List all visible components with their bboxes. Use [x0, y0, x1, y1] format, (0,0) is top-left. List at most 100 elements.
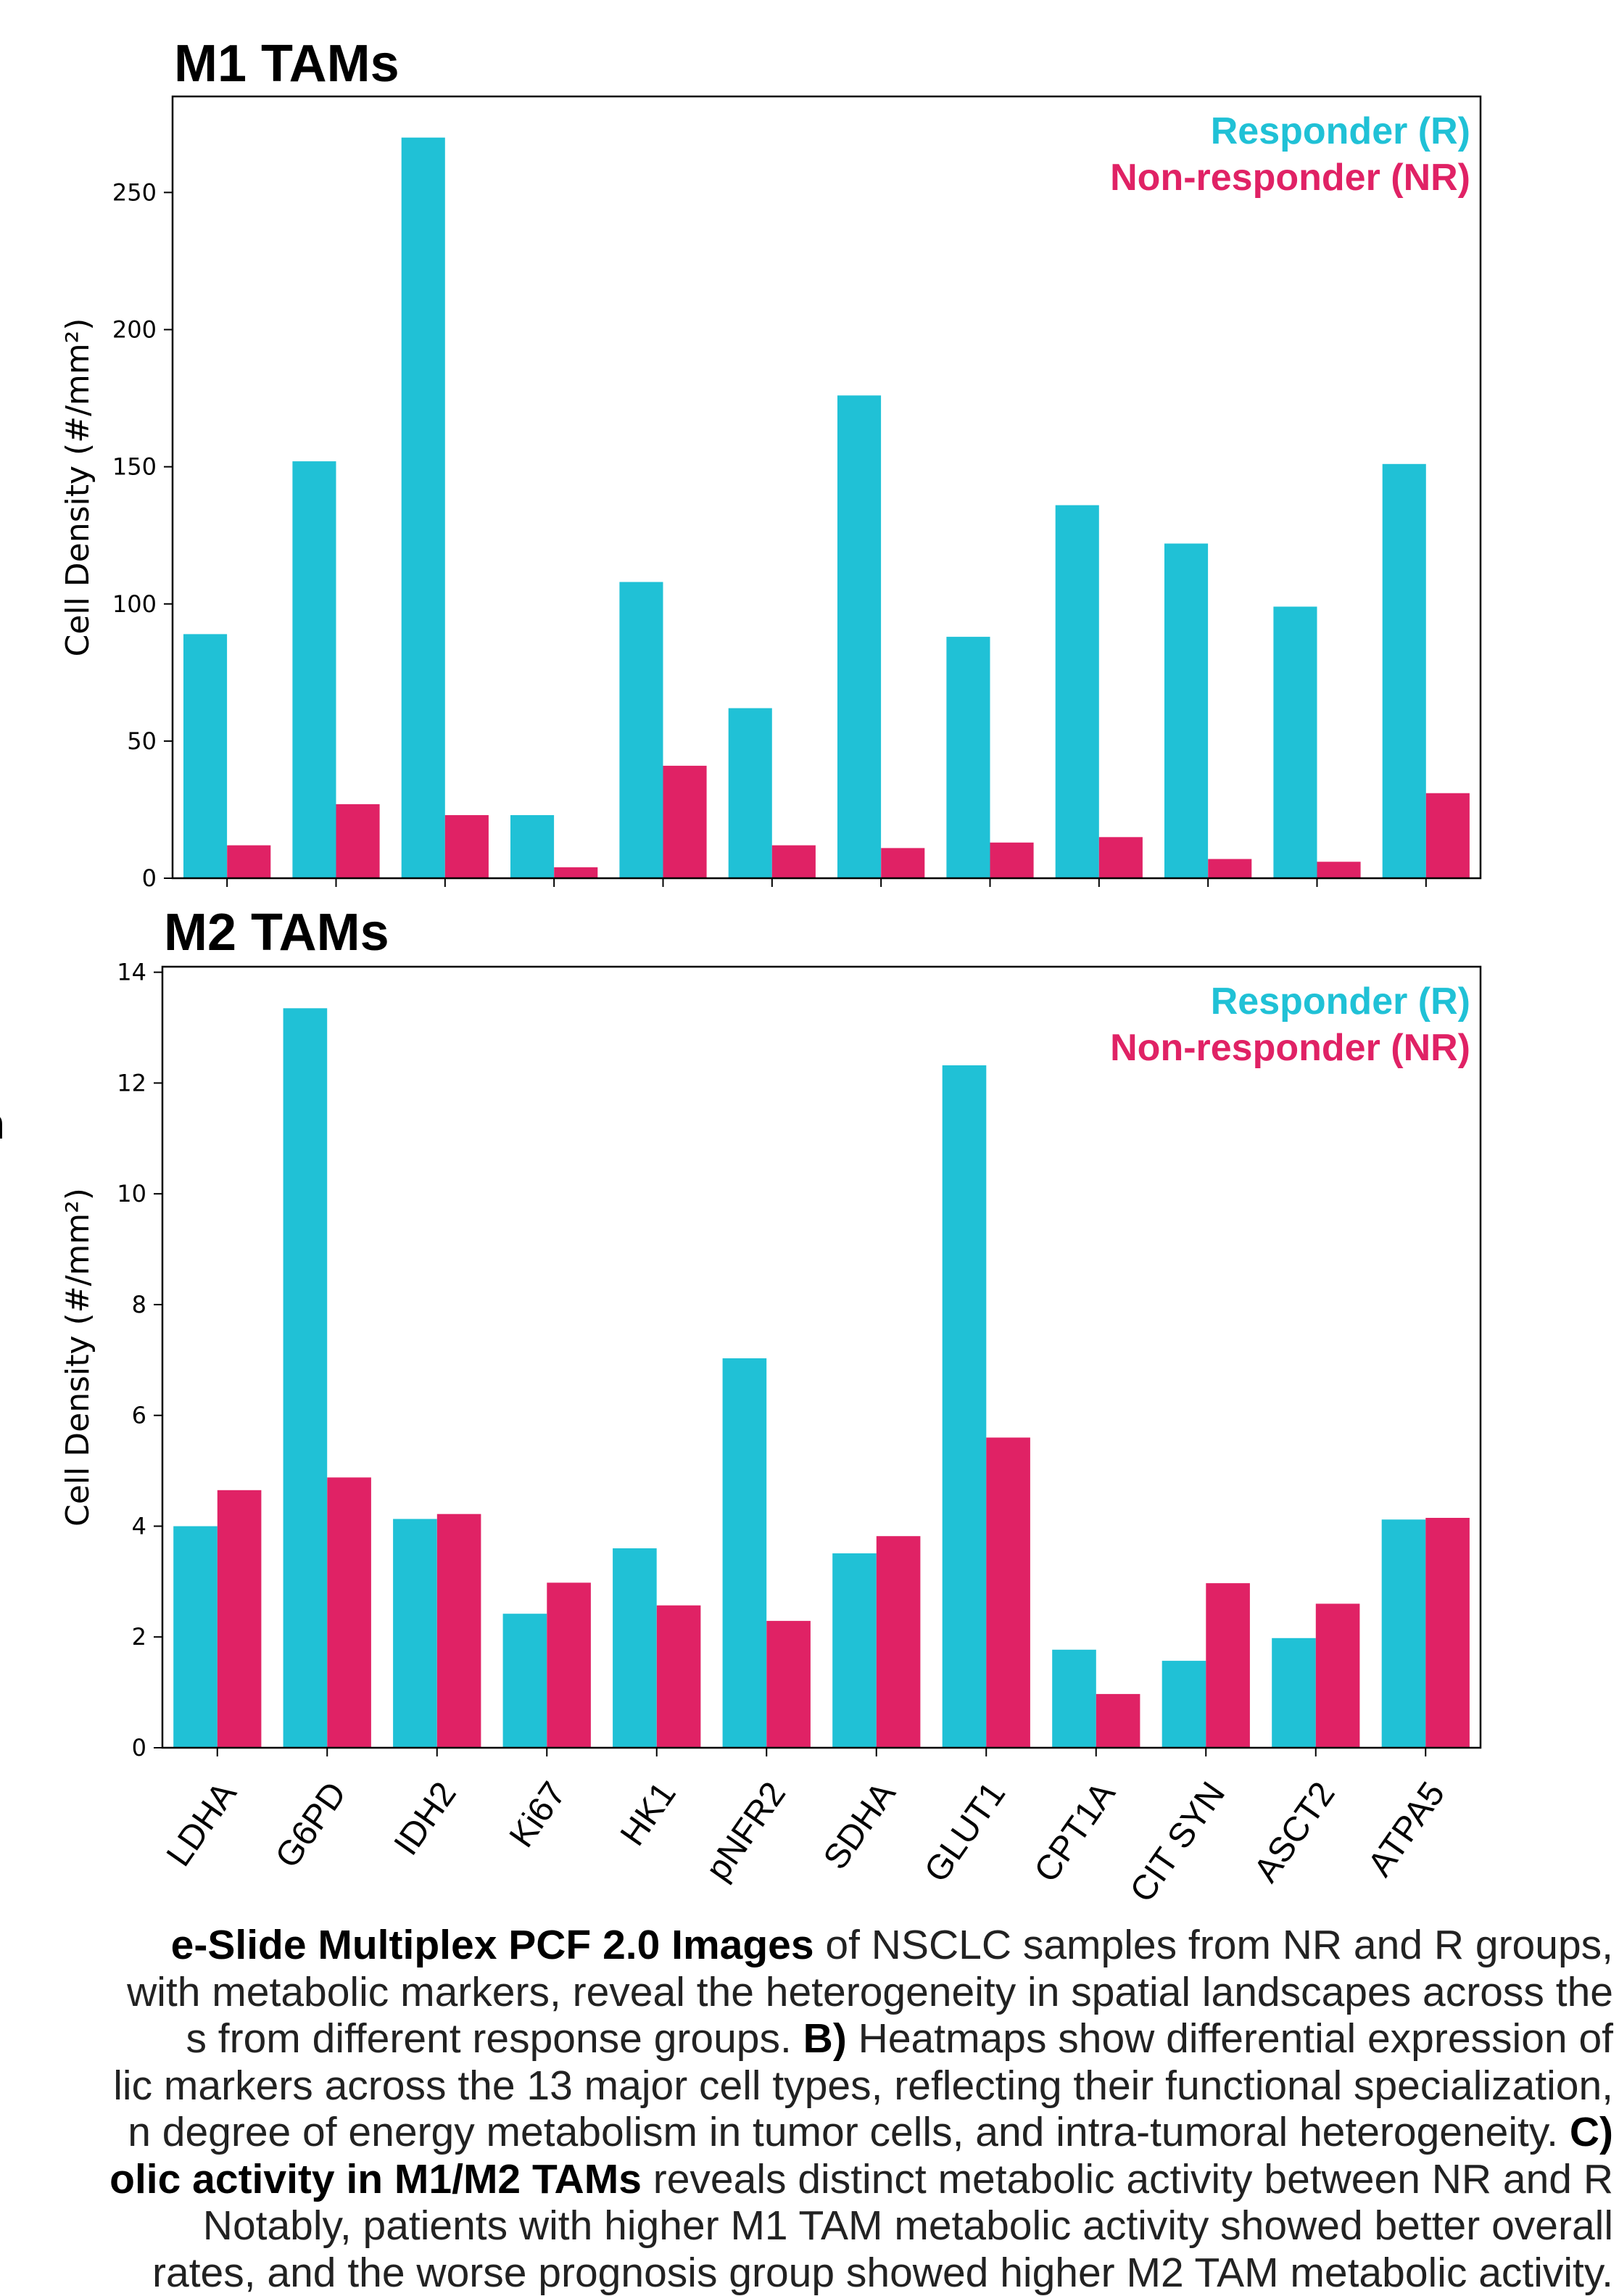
m2-tams-bar-r-atpa5 — [1382, 1519, 1426, 1748]
m2-tams-bar-nr-ki67 — [547, 1582, 591, 1748]
x-tick-label-asct2: ASCT2 — [1247, 1775, 1343, 1889]
x-tick-label-atpa5: ATPA5 — [1361, 1775, 1453, 1883]
x-tick-label-cit-syn: CIT SYN — [1123, 1775, 1233, 1909]
m2-tams-bar-r-ldha — [173, 1527, 218, 1748]
caption-line: s from different response groups. B) Hea… — [186, 2015, 1613, 2062]
m2-tams-y-tick-label: 0 — [132, 1734, 146, 1762]
caption-text: s from different response groups. — [186, 2015, 803, 2062]
caption-text: n degree of energy metabolism in tumor c… — [128, 2109, 1570, 2155]
caption-text: Notably, patients with higher M1 TAM met… — [203, 2202, 1613, 2249]
m2-tams-bar-nr-pnfr2 — [766, 1621, 811, 1748]
m2-tams-legend-responder: Responder (R) — [1211, 980, 1470, 1023]
m1-tams-bar-r-asct2 — [1273, 607, 1317, 879]
caption-text: of NSCLC samples from NR and R groups, — [814, 1922, 1613, 1968]
m1-tams-legend-non-responder: Non-responder (NR) — [1110, 157, 1470, 199]
caption-bold-text: e-Slide Multiplex PCF 2.0 Images — [171, 1922, 814, 1968]
caption-text: rates, and the worse prognosis group sho… — [152, 2250, 1613, 2296]
caption-line: e-Slide Multiplex PCF 2.0 Images of NSCL… — [171, 1922, 1613, 1969]
caption-text: Heatmaps show differential expression of — [847, 2015, 1613, 2062]
m1-tams-bar-nr-hk1 — [663, 766, 707, 878]
caption-line: Notably, patients with higher M1 TAM met… — [203, 2202, 1613, 2250]
m2-tams-bar-r-g6pd — [283, 1008, 328, 1748]
m1-tams-bar-r-pnfr2 — [729, 709, 772, 879]
m2-tams-bar-nr-sdha — [877, 1536, 921, 1748]
m1-tams-bar-r-cpt1a — [1056, 505, 1099, 878]
m1-tams-bar-r-sdha — [837, 395, 881, 878]
m2-tams-bar-r-asct2 — [1272, 1638, 1316, 1748]
m1-tams-bar-nr-idh2 — [445, 815, 489, 878]
caption-bold-text: C) — [1570, 2109, 1613, 2155]
m2-tams-y-tick-label: 4 — [132, 1512, 146, 1540]
m2-tams-y-axis-label: Cell Density (#/mm²) — [59, 1188, 96, 1527]
m1-tams-bar-nr-ki67 — [554, 867, 597, 878]
m2-tams-bar-r-cpt1a — [1052, 1650, 1096, 1748]
cropped-panel-letter: n — [0, 1099, 5, 1149]
m2-tams-bar-nr-g6pd — [327, 1477, 371, 1748]
m2-tams-bar-r-hk1 — [613, 1548, 657, 1748]
m1-tams-y-tick-label: 0 — [142, 864, 157, 892]
x-tick-label-g6pd: G6PD — [268, 1775, 354, 1875]
m1-tams-bar-nr-asct2 — [1317, 862, 1361, 878]
caption-bold-text: olic activity in M1/M2 TAMs — [109, 2156, 642, 2202]
m1-tams-bar-nr-ldha — [227, 846, 270, 878]
m2-tams-bar-nr-ldha — [218, 1490, 262, 1748]
m2-tams-bar-r-idh2 — [393, 1519, 437, 1748]
x-tick-label-pnfr2: pNFR2 — [699, 1775, 794, 1888]
m2-tams-bar-nr-cpt1a — [1096, 1694, 1140, 1748]
caption-line: n degree of energy metabolism in tumor c… — [128, 2109, 1613, 2156]
m2-tams-bar-r-pnfr2 — [723, 1358, 767, 1748]
m1-tams-bar-nr-cit-syn — [1208, 859, 1251, 879]
m1-tams-y-tick-label: 150 — [112, 453, 157, 481]
m1-tams-bar-r-glut1 — [946, 637, 990, 878]
caption-text: lic markers across the 13 major cell typ… — [113, 2062, 1613, 2109]
m2-tams-bar-nr-cit-syn — [1206, 1583, 1250, 1748]
m2-tams-y-tick-label: 8 — [132, 1291, 146, 1318]
m1-tams-bar-r-ki67 — [510, 815, 554, 878]
m2-tams-bar-r-sdha — [832, 1553, 877, 1748]
x-tick-label-cpt1a: CPT1A — [1027, 1775, 1123, 1889]
m1-tams-bar-nr-cpt1a — [1099, 837, 1143, 878]
m2-tams-bar-nr-hk1 — [657, 1606, 701, 1748]
caption-line: olic activity in M1/M2 TAMs reveals dist… — [109, 2156, 1613, 2203]
caption-text: reveals distinct metabolic activity betw… — [642, 2156, 1613, 2202]
m2-tams-title: M2 TAMs — [164, 904, 389, 962]
m2-tams-bar-nr-idh2 — [437, 1514, 481, 1748]
x-tick-label-sdha: SDHA — [816, 1775, 903, 1877]
m2-tams-bar-nr-glut1 — [986, 1437, 1030, 1748]
m1-tams-bar-r-hk1 — [619, 582, 663, 879]
m1-tams-y-tick-label: 200 — [112, 316, 157, 344]
m2-tams-y-tick-label: 12 — [117, 1069, 146, 1097]
m2-tams-bar-nr-asct2 — [1316, 1603, 1360, 1748]
m1-tams-bar-nr-pnfr2 — [772, 846, 816, 878]
caption-line: rates, and the worse prognosis group sho… — [152, 2250, 1613, 2296]
caption-text: with metabolic markers, reveal the heter… — [127, 1969, 1613, 2015]
m1-tams-bar-r-ldha — [183, 634, 227, 878]
m2-tams-bar-r-cit-syn — [1162, 1661, 1206, 1748]
m2-tams-bar-nr-atpa5 — [1425, 1518, 1470, 1748]
x-tick-label-hk1: HK1 — [613, 1775, 684, 1853]
x-tick-label-ldha: LDHA — [160, 1775, 244, 1873]
m2-tams-legend-non-responder: Non-responder (NR) — [1110, 1027, 1470, 1069]
m2-tams-y-tick-label: 6 — [132, 1402, 146, 1429]
m1-tams-bar-nr-atpa5 — [1426, 793, 1470, 878]
m2-tams-y-tick-label: 14 — [117, 959, 146, 986]
m1-tams-bar-nr-g6pd — [336, 804, 380, 878]
m2-tams-bar-r-glut1 — [943, 1065, 987, 1748]
m1-tams-y-tick-label: 100 — [112, 590, 157, 618]
m1-tams-title: M1 TAMs — [174, 35, 399, 93]
x-tick-label-glut1: GLUT1 — [917, 1775, 1013, 1889]
caption-line: with metabolic markers, reveal the heter… — [127, 1969, 1613, 2016]
m1-tams-bar-r-atpa5 — [1383, 464, 1426, 878]
m1-tams-y-tick-label: 250 — [112, 178, 157, 206]
m1-tams-bar-nr-glut1 — [990, 843, 1034, 878]
m1-tams-bar-r-g6pd — [292, 461, 336, 878]
m1-tams-y-tick-label: 50 — [127, 727, 157, 755]
m2-tams-y-tick-label: 10 — [117, 1180, 146, 1207]
caption-line: lic markers across the 13 major cell typ… — [113, 2062, 1613, 2110]
m2-tams-bar-r-ki67 — [503, 1614, 547, 1748]
x-tick-label-idh2: IDH2 — [387, 1775, 464, 1862]
caption-bold-text: B) — [803, 2015, 847, 2062]
m1-tams-legend-responder: Responder (R) — [1211, 110, 1470, 152]
m1-tams-bar-r-cit-syn — [1164, 544, 1208, 879]
